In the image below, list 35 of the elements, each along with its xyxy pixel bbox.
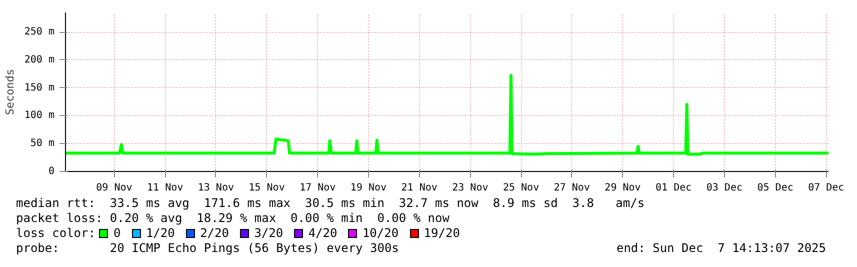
x-tick-label: 03 Dec (706, 182, 743, 194)
y-tick-label: 200 m (24, 54, 55, 66)
text: probe: 20 ICMP Echo Pings (56 Bytes) every 300s (16, 241, 399, 255)
x-tick-label: 15 Nov (248, 182, 285, 194)
legend-label: 19/20 (424, 226, 460, 240)
legend-label: 2/20 (200, 226, 229, 240)
x-tick-label: 11 Nov (147, 182, 184, 194)
line-series (66, 74, 828, 156)
x-tick-label: 27 Nov (554, 182, 590, 194)
x-tick-label: 07 Dec (808, 182, 844, 194)
y-tick-label: 0 (48, 166, 55, 177)
y-tick-label: 250 m (24, 26, 55, 38)
y-tick-label: 150 m (24, 82, 55, 94)
x-tick-label: 19 Nov (350, 182, 387, 194)
y-tick-label: 100 m (24, 110, 55, 122)
x-tick-label: 17 Nov (300, 182, 336, 194)
x-tick-label: 29 Nov (604, 182, 641, 194)
x-tick-label: 09 Nov (96, 182, 132, 194)
x-tick-label: 01 Dec (656, 182, 692, 194)
x-tick-label: 13 Nov (198, 182, 234, 194)
x-tick-label: 05 Dec (757, 182, 794, 194)
x-tick-label: 23 Nov (452, 182, 488, 194)
text: packet loss: 0.20 % avg 18.29 % max 0.00 % min 0.00 % now (16, 211, 450, 226)
text: end: Sun Dec 7 14:13:07 2025 (616, 241, 826, 256)
legend-label: 0 (113, 226, 121, 240)
text: median rtt: 33.5 ms avg 171.6 ms max 30.5 ms min 32.7 ms now 8.9 ms sd 3.8 am/s (16, 196, 646, 211)
legend-label: 1/20 (146, 226, 175, 240)
y-tick-label: 50 m (30, 138, 55, 150)
x-tick-label: 25 Nov (502, 182, 540, 194)
legend-label: 10/20 (362, 226, 399, 240)
legend-label: 4/20 (308, 226, 338, 240)
y-axis-title: Seconds (3, 68, 16, 116)
legend-label: 3/20 (254, 226, 284, 240)
x-tick-label: 21 Nov (401, 182, 438, 194)
legend-title: loss color: (16, 226, 96, 240)
